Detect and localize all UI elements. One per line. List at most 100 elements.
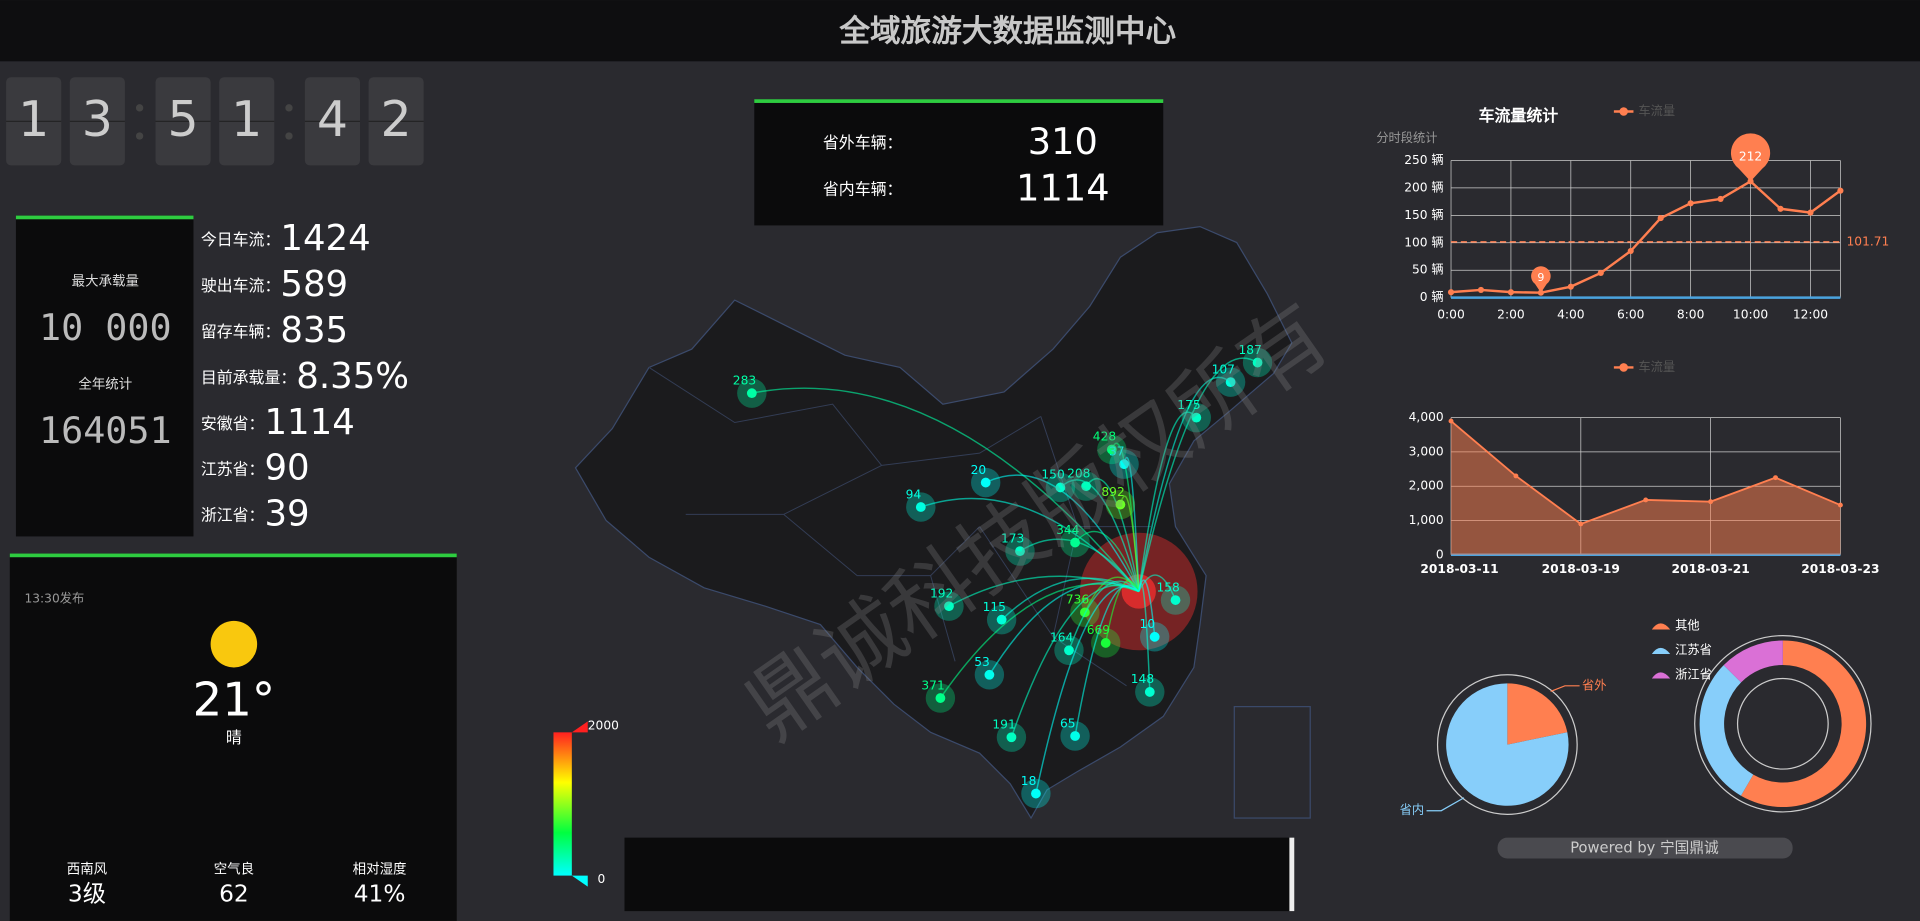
x-tick-label: 8:00 <box>1677 307 1704 321</box>
sun-icon <box>210 620 258 668</box>
flow-line <box>1010 584 1140 738</box>
city-point <box>1100 638 1111 648</box>
pie-ring <box>1436 674 1578 815</box>
city-point <box>1170 595 1181 605</box>
stat-row: 浙江省：39 <box>201 494 310 535</box>
city-value: 94 <box>906 487 922 501</box>
x-tick-label: 2018-03-21 <box>1671 562 1749 576</box>
city-point <box>1106 444 1117 455</box>
pie-label: 省外 <box>1582 678 1606 692</box>
point <box>1627 247 1634 255</box>
point <box>1643 497 1649 503</box>
weather-panel <box>9 553 457 921</box>
point <box>1507 289 1514 296</box>
clock-digit: 3 <box>82 91 113 148</box>
legend-marker <box>1619 363 1628 372</box>
city-point <box>1064 645 1074 656</box>
donut-slice <box>1740 640 1867 808</box>
weather-item-value: 3级 <box>68 881 106 908</box>
header-bar <box>0 0 1920 62</box>
flow-line <box>1074 530 1140 592</box>
city-point <box>1081 481 1092 492</box>
legend-swatch <box>1651 647 1671 654</box>
stat-value: 39 <box>264 494 309 535</box>
x-tick-label: 6:00 <box>1617 307 1644 321</box>
legend-marker <box>1619 107 1628 116</box>
city-point <box>996 614 1007 625</box>
stat-value: 589 <box>280 264 348 305</box>
donut-slice <box>1723 640 1783 683</box>
clock-digit: 2 <box>381 91 412 148</box>
legend-swatch <box>1651 672 1671 679</box>
city-value: 148 <box>1131 672 1154 686</box>
point <box>1717 195 1724 202</box>
city-value: 164 <box>1050 631 1074 645</box>
stat-value: 1424 <box>280 218 370 259</box>
flow-line <box>1084 576 1140 613</box>
mark-value: 9 <box>1537 271 1544 284</box>
clock-colon <box>135 132 144 140</box>
point <box>1477 286 1485 294</box>
x-tick-label: 10:00 <box>1733 307 1768 321</box>
flow-line <box>1123 456 1140 592</box>
stat-label: 目前承载量： <box>201 367 296 386</box>
leader-line <box>1550 685 1580 693</box>
flow-line <box>920 497 1140 593</box>
city-point <box>1225 377 1236 388</box>
city-value: 18 <box>1021 774 1037 788</box>
point <box>1597 269 1604 277</box>
city-value: 371 <box>921 678 944 692</box>
city-value: 192 <box>930 586 953 600</box>
visual-map-max: 2000 <box>588 719 619 733</box>
point <box>1567 283 1574 290</box>
china-map <box>574 225 1293 820</box>
ticker-scrollbar <box>1289 837 1295 912</box>
vehicle-value: 1114 <box>1016 166 1109 209</box>
panel-accent <box>9 553 457 558</box>
pie-slice <box>1507 683 1568 745</box>
stat-label: 浙江省： <box>201 505 265 524</box>
flow-line <box>1138 574 1177 601</box>
capacity-label: 最大承载量 <box>72 274 139 290</box>
y-tick-label: 2,000 <box>1409 479 1444 493</box>
point <box>1837 502 1843 508</box>
y-tick-label: 150 辆 <box>1404 208 1443 222</box>
legend-label: 江苏省 <box>1675 642 1712 657</box>
point <box>1773 475 1778 481</box>
flow-line <box>751 387 1140 592</box>
weather-item-label: 西南风 <box>67 861 108 877</box>
city-point <box>1015 546 1025 557</box>
legend-label: 车流量 <box>1638 359 1675 374</box>
city-point <box>935 693 946 703</box>
donut-ring <box>1694 634 1872 813</box>
flow-line <box>1074 584 1140 737</box>
legend-label: 其他 <box>1675 618 1699 632</box>
point <box>1747 178 1754 185</box>
flow-line <box>1138 411 1197 592</box>
leader-line <box>1426 797 1465 812</box>
city-point <box>1070 731 1080 741</box>
city-value: 65 <box>1060 716 1076 730</box>
city-point <box>1191 412 1202 423</box>
vehicles-panel <box>754 100 1164 226</box>
stat-row: 留存车辆：835 <box>201 310 348 351</box>
mark-value: 212 <box>1739 149 1762 163</box>
x-tick-label: 2018-03-23 <box>1801 562 1879 576</box>
point <box>1837 187 1844 194</box>
y-tick-label: 0 辆 <box>1420 290 1444 304</box>
stat-label: 今日车流： <box>201 230 281 249</box>
city-point <box>1031 788 1041 799</box>
panel-accent <box>15 215 194 220</box>
city-value: 191 <box>992 717 1015 731</box>
y-tick-label: 50 辆 <box>1412 263 1444 277</box>
city-point <box>1144 687 1155 697</box>
point <box>1578 521 1584 527</box>
point <box>1657 215 1664 222</box>
vehicle-label: 省外车辆： <box>823 133 903 152</box>
donut-ring <box>1736 677 1829 770</box>
stat-value: 835 <box>280 310 348 351</box>
capacity-value: 10 000 <box>39 306 172 349</box>
stat-row: 江苏省：90 <box>201 448 310 489</box>
